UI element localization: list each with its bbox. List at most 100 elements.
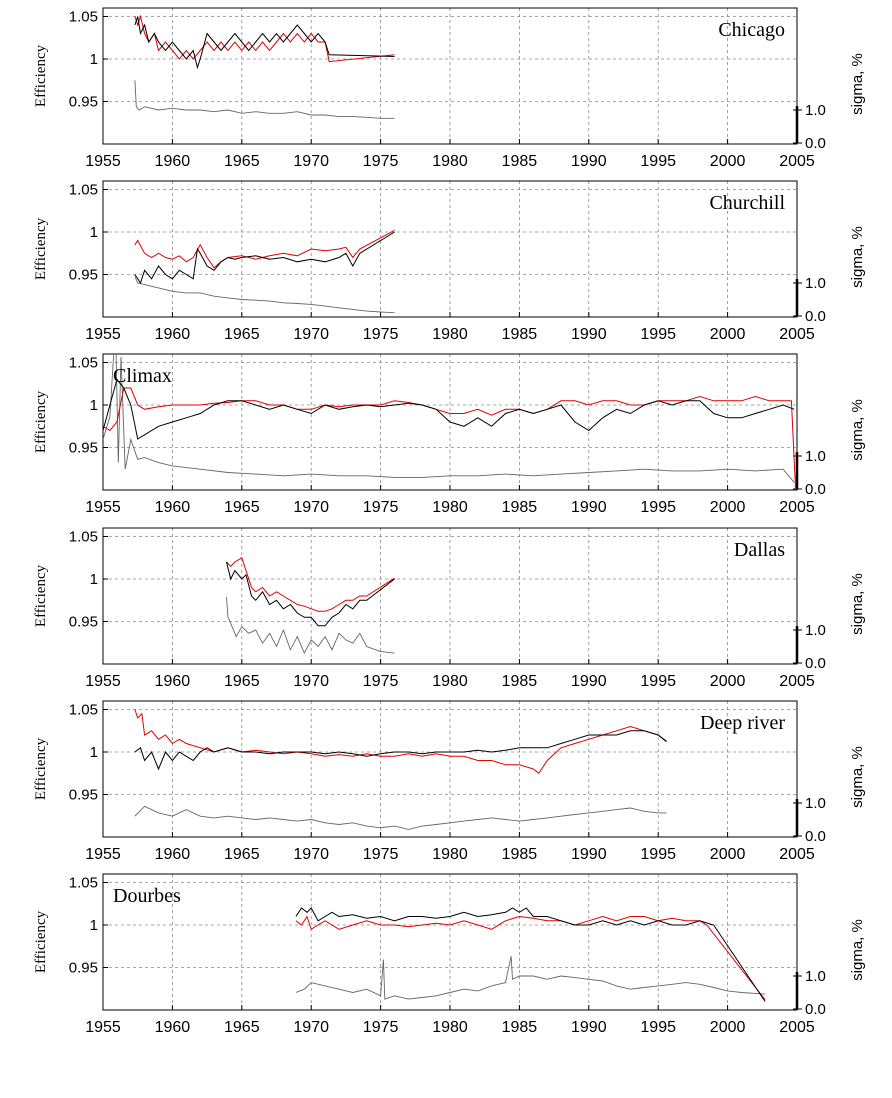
x-tick-label: 1960 (155, 1019, 191, 1036)
black-efficiency-line (103, 378, 795, 440)
y-axis-label: Efficiency (33, 564, 49, 627)
y-tick-label: 1 (90, 917, 98, 934)
y2-axis-label: sigma, % (849, 226, 866, 288)
x-tick-label: 1975 (363, 846, 399, 863)
y-tick-label: 1 (90, 397, 98, 414)
x-tick-label: 2000 (710, 326, 746, 343)
x-tick-label: 1995 (640, 153, 676, 170)
black-efficiency-line (226, 561, 395, 627)
x-tick-label: 1990 (571, 846, 607, 863)
y-axis-label: Efficiency (33, 737, 49, 800)
black-efficiency-line (134, 16, 395, 70)
x-tick-label: 1970 (293, 326, 329, 343)
y2-axis-label: sigma, % (849, 746, 866, 808)
y-tick-label: 0.95 (69, 94, 98, 111)
black-efficiency-line (295, 907, 766, 1002)
x-tick-label: 1970 (293, 1019, 329, 1036)
y-tick-label: 1 (90, 51, 98, 68)
x-tick-label: 1975 (363, 499, 399, 516)
y-tick-label: 1.05 (69, 355, 98, 372)
series-group (134, 14, 395, 119)
panel-climax: 1955 1960 1965 1970 1975 1980 1985 1990 1995 2000… (33, 353, 866, 516)
x-tick-label: 1975 (363, 326, 399, 343)
sigma-tick-label: 1.0 (805, 968, 826, 985)
sigma-line (134, 80, 395, 119)
sigma-line (134, 805, 667, 830)
station-label: Dallas (734, 539, 785, 561)
x-tick-label: 1980 (432, 499, 468, 516)
y-tick-label: 1.05 (69, 702, 98, 719)
y2-axis-label: sigma, % (849, 53, 866, 115)
x-tick-label: 1990 (571, 1019, 607, 1036)
y-tick-label: 0.95 (69, 787, 98, 804)
x-tick-label: 2000 (710, 673, 746, 690)
y-tick-label: 1.05 (69, 9, 98, 26)
x-tick-label: 1990 (571, 673, 607, 690)
sigma-line (295, 956, 766, 1000)
x-tick-label: 1955 (85, 326, 121, 343)
x-tick-label: 1995 (640, 1019, 676, 1036)
y-tick-label: 0.95 (69, 960, 98, 977)
x-tick-label: 1995 (640, 846, 676, 863)
panel-dallas: 1955 1960 1965 1970 1975 1980 1985 1990 1995 2000… (33, 527, 866, 690)
y-tick-label: 1.05 (69, 875, 98, 892)
y2-axis-label: sigma, % (849, 399, 866, 461)
x-tick-label: 1980 (432, 326, 468, 343)
x-tick-label: 1955 (85, 673, 121, 690)
y-tick-label: 1.05 (69, 529, 98, 546)
station-label: Churchill (709, 192, 785, 214)
station-label: Deep river (700, 712, 785, 734)
sigma-tick-label: 1.0 (805, 275, 826, 292)
sigma-tick-label: 0.0 (805, 481, 826, 498)
x-tick-label: 1985 (502, 846, 538, 863)
x-tick-label: 2005 (779, 326, 815, 343)
x-tick-label: 1980 (432, 846, 468, 863)
x-tick-label: 1960 (155, 846, 191, 863)
x-tick-label: 1985 (502, 153, 538, 170)
x-tick-label: 1985 (502, 326, 538, 343)
sigma-tick-label: 0.0 (805, 655, 826, 672)
x-tick-label: 1955 (85, 1019, 121, 1036)
x-tick-label: 1975 (363, 673, 399, 690)
x-tick-label: 2005 (779, 673, 815, 690)
x-tick-label: 1970 (293, 846, 329, 863)
x-tick-label: 2000 (710, 1019, 746, 1036)
sigma-line (103, 354, 795, 483)
x-tick-label: 1985 (502, 499, 538, 516)
y-axis-label: Efficiency (33, 910, 49, 973)
x-tick-label: 1960 (155, 673, 191, 690)
x-tick-label: 2000 (710, 846, 746, 863)
sigma-line (134, 276, 395, 314)
red-efficiency-line (295, 915, 766, 1001)
series-group (134, 709, 667, 830)
sigma-tick-label: 0.0 (805, 308, 826, 325)
series-group (226, 557, 395, 655)
x-tick-label: 1985 (502, 673, 538, 690)
sigma-tick-label: 0.0 (805, 1001, 826, 1018)
x-tick-label: 1970 (293, 153, 329, 170)
x-tick-label: 1955 (85, 846, 121, 863)
y2-axis-label: sigma, % (849, 573, 866, 635)
station-label: Chicago (718, 19, 785, 41)
panel-dourbes: 1955 1960 1965 1970 1975 1980 1985 1990 1995 2000… (33, 873, 866, 1036)
y-tick-label: 1 (90, 224, 98, 241)
x-tick-label: 1960 (155, 499, 191, 516)
sigma-tick-label: 1.0 (805, 102, 826, 119)
red-efficiency-line (226, 557, 395, 612)
station-label: Climax (113, 365, 172, 387)
panel-deep-river: 1955 1960 1965 1970 1975 1980 1985 1990 1995 2000… (33, 700, 866, 863)
y-axis-label: Efficiency (33, 217, 49, 280)
x-tick-label: 1980 (432, 1019, 468, 1036)
x-tick-label: 2000 (710, 499, 746, 516)
x-tick-label: 1975 (363, 1019, 399, 1036)
series-group (295, 907, 766, 1002)
red-efficiency-line (134, 709, 667, 775)
y-axis-label: Efficiency (33, 44, 49, 107)
y-tick-label: 0.95 (69, 614, 98, 631)
x-tick-label: 1975 (363, 153, 399, 170)
red-efficiency-line (134, 229, 395, 269)
x-tick-label: 1970 (293, 499, 329, 516)
x-tick-label: 1985 (502, 1019, 538, 1036)
sigma-tick-label: 0.0 (805, 135, 826, 152)
